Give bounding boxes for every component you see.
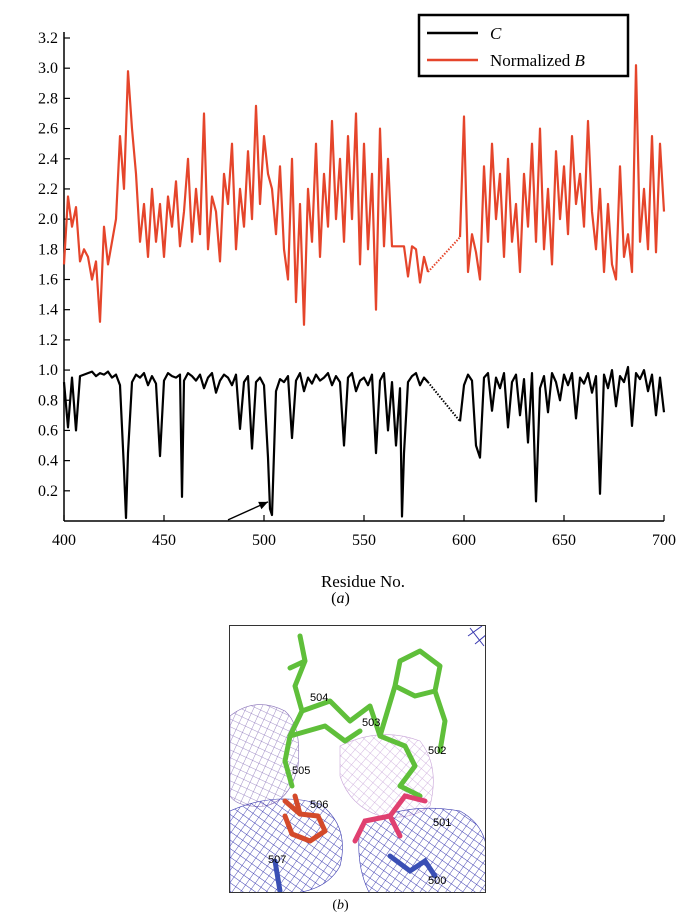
y-tick-label: 2.6 — [38, 121, 58, 138]
y-tick-label: 2.0 — [38, 211, 58, 228]
x-tick-label: 500 — [252, 532, 276, 549]
y-tick-label: 3.0 — [38, 60, 58, 77]
series-line-c — [460, 367, 664, 501]
y-tick-label: 2.8 — [38, 90, 58, 107]
caption-b-close: ) — [344, 898, 349, 913]
x-tick-label: 450 — [152, 532, 176, 549]
y-tick-label: 0.4 — [38, 453, 58, 470]
residue-label-500: 500 — [428, 875, 446, 887]
residue-label-506: 506 — [310, 799, 328, 811]
density-mesh-center — [340, 735, 433, 818]
line-chart: 0.2 0.4 0.6 0.8 1.0 1.2 1.4 1.6 1.8 2.0 2.2 2.4 2.6 2… — [0, 0, 681, 600]
caption-a-letter: a — [337, 590, 345, 607]
residue-label-501: 501 — [433, 817, 451, 829]
structure-image-panel: 504 503 502 505 506 501 507 500 — [229, 625, 486, 893]
molecular-structure-graphic: 504 503 502 505 506 501 507 500 — [230, 626, 486, 893]
y-tick-label: 1.4 — [38, 302, 58, 319]
chart-series — [64, 65, 664, 520]
x-tick-label: 400 — [52, 532, 76, 549]
chart-legend: C Normalized B — [419, 15, 628, 76]
residue-label-502: 502 — [428, 745, 446, 757]
legend-label-normalized-b: Normalized B — [490, 51, 586, 70]
y-tick-label: 1.2 — [38, 332, 58, 349]
x-axis-title: Residue No. — [321, 572, 405, 591]
x-tick-label: 550 — [352, 532, 376, 549]
x-tick-label: 600 — [452, 532, 476, 549]
chart-axes: 0.2 0.4 0.6 0.8 1.0 1.2 1.4 1.6 1.8 2.0 2.2 2.4 2.6 2… — [38, 30, 676, 549]
caption-b: (b) — [0, 898, 681, 914]
gap-connector-c — [428, 382, 460, 421]
y-tick-label: 1.8 — [38, 241, 58, 258]
density-mesh-bottom-left — [230, 799, 343, 893]
y-tick-label: 1.6 — [38, 272, 58, 289]
legend-label-normalized-b-text: Normalized — [490, 51, 575, 70]
y-tick-label: 1.0 — [38, 362, 58, 379]
y-tick-label: 3.2 — [38, 30, 58, 47]
caption-a: (a) — [0, 590, 681, 608]
y-tick-label: 0.8 — [38, 392, 58, 409]
legend-label-normalized-b-letter: B — [575, 51, 586, 70]
caption-b-letter: b — [337, 898, 344, 913]
y-tick-label: 2.4 — [38, 151, 58, 168]
gap-connector-normalized-b — [428, 237, 460, 272]
y-tick-label: 0.6 — [38, 422, 58, 439]
x-tick-label: 650 — [552, 532, 576, 549]
y-tick-label: 2.2 — [38, 181, 58, 198]
series-line-c — [64, 372, 428, 518]
caption-a-close: ) — [345, 590, 350, 607]
series-line-normalized-b — [460, 65, 664, 279]
density-mesh-top-right — [468, 626, 486, 646]
x-tick-label: 700 — [652, 532, 676, 549]
residue-label-505: 505 — [292, 765, 310, 777]
residue-label-507: 507 — [268, 854, 286, 866]
y-tick-label: 0.2 — [38, 483, 58, 500]
residue-label-504: 504 — [310, 692, 328, 704]
residue-label-503: 503 — [362, 717, 380, 729]
series-line-normalized-b — [64, 71, 428, 325]
legend-label-c: C — [490, 24, 502, 43]
